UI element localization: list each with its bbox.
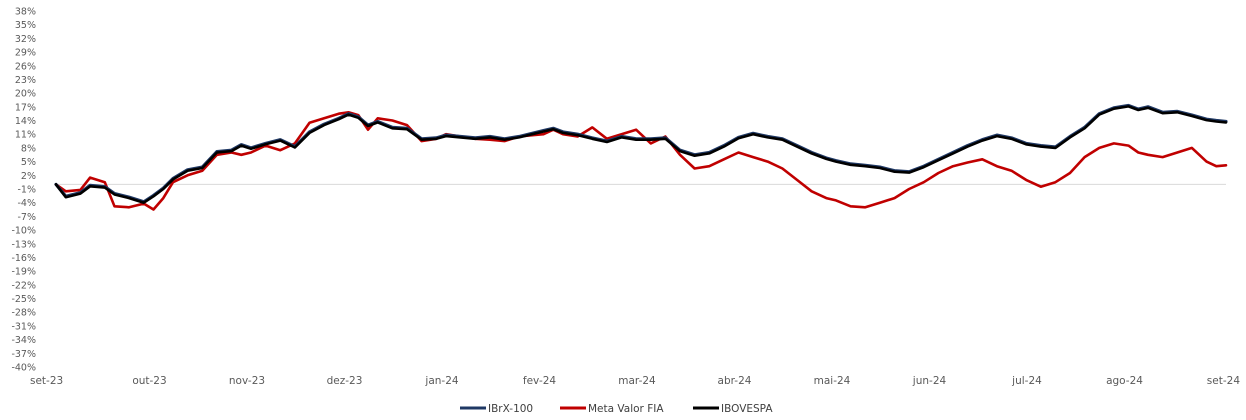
y-tick-label: 14% (15, 116, 36, 127)
y-tick-label: 35% (15, 20, 36, 31)
y-tick-label: -19% (11, 267, 36, 278)
x-tick-label: set-23 (30, 375, 63, 387)
x-tick-label: fev-24 (523, 375, 557, 387)
legend-label: Meta Valor FIA (588, 403, 664, 415)
x-tick-label: mai-24 (814, 375, 851, 387)
y-tick-label: 20% (15, 89, 36, 100)
legend-label: IBrX-100 (488, 403, 533, 415)
y-tick-label: -31% (11, 321, 36, 332)
x-tick-label: dez-23 (327, 375, 363, 387)
y-tick-label: -34% (11, 335, 36, 346)
x-tick-label: mar-24 (618, 375, 656, 387)
x-tick-label: abr-24 (718, 375, 752, 387)
y-tick-label: 5% (21, 157, 36, 168)
x-axis: set-23 out-23 nov-23 dez-23 jan-24 fev-24 mar-… (30, 375, 1240, 387)
series-line-ibovespa (54, 105, 1228, 204)
y-tick-label: 2% (21, 171, 36, 182)
x-tick-label: nov-23 (229, 375, 265, 387)
series-line-meta-valor-fia (54, 111, 1228, 211)
y-tick-label: 11% (15, 130, 36, 141)
y-tick-label: 8% (21, 143, 36, 154)
x-tick-label: jul-24 (1011, 375, 1042, 387)
legend: IBrX-100 Meta Valor FIA IBOVESPA (460, 403, 773, 415)
y-tick-label: -1% (18, 185, 37, 196)
y-tick-label: -40% (11, 363, 36, 374)
y-tick-label: -37% (11, 349, 36, 360)
y-tick-label: -13% (11, 239, 36, 250)
y-tick-label: 17% (15, 102, 36, 113)
y-tick-label: 26% (15, 61, 36, 72)
y-tick-label: -4% (18, 198, 37, 209)
x-tick-label: set-24 (1207, 375, 1241, 387)
legend-label: IBOVESPA (721, 403, 773, 415)
y-tick-label: 32% (15, 34, 36, 45)
x-tick-label: jan-24 (424, 375, 458, 387)
y-tick-label: -22% (11, 280, 36, 291)
x-tick-label: ago-24 (1106, 375, 1143, 387)
y-tick-label: -7% (18, 212, 37, 223)
x-tick-label: jun-24 (912, 375, 947, 387)
y-tick-label: -28% (11, 308, 36, 319)
y-tick-label: 38% (15, 7, 36, 18)
y-tick-label: 29% (15, 48, 36, 59)
y-tick-label: -25% (11, 294, 36, 305)
y-tick-label: 23% (15, 75, 36, 86)
y-tick-label: -16% (11, 253, 36, 264)
y-tick-label: -10% (11, 226, 36, 237)
y-axis: 38% 35% 32% 29% 26% 23% 20% 17% 14% 11% 8% 5% 2% -1% -… (11, 7, 36, 374)
series-layer (54, 103, 1228, 211)
x-tick-label: out-23 (132, 375, 166, 387)
